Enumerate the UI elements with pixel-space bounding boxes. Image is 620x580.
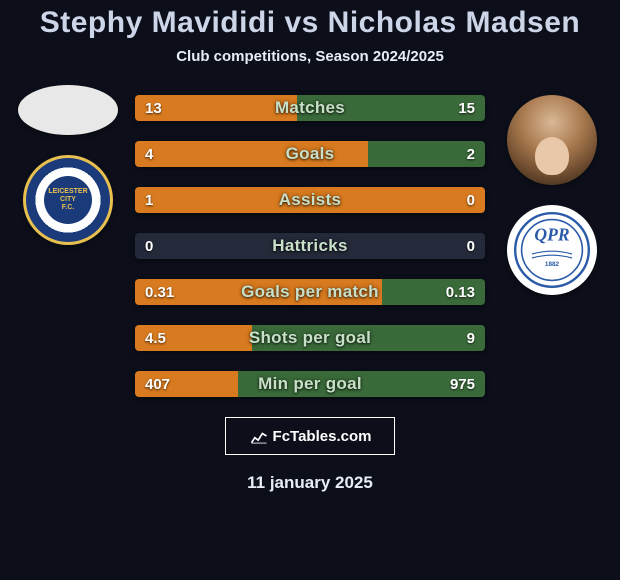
subtitle: Club competitions, Season 2024/2025 bbox=[0, 48, 620, 65]
stat-value-right: 15 bbox=[448, 95, 485, 121]
qpr-icon: QPR 1882 bbox=[512, 210, 592, 290]
stat-value-left: 13 bbox=[135, 95, 172, 121]
stat-row: Matches13 15 bbox=[135, 95, 485, 121]
stat-row: Shots per goal4.5 9 bbox=[135, 325, 485, 351]
stat-value-right: 0.13 bbox=[436, 279, 485, 305]
stat-label: Assists bbox=[135, 187, 485, 213]
stat-label: Hattricks bbox=[135, 233, 485, 259]
stat-value-left: 4 bbox=[135, 141, 163, 167]
stat-value-right: 9 bbox=[457, 325, 485, 351]
stat-label: Goals bbox=[135, 141, 485, 167]
stat-bars: Matches1315Goals42Assists10Hattricks00Go… bbox=[135, 95, 485, 397]
stat-value-right: 2 bbox=[457, 141, 485, 167]
stat-label: Matches bbox=[135, 95, 485, 121]
stat-row: Min per goal407 975 bbox=[135, 371, 485, 397]
stat-row: Goals4 2 bbox=[135, 141, 485, 167]
stat-value-right: 975 bbox=[440, 371, 485, 397]
stat-value-left: 0.31 bbox=[135, 279, 184, 305]
stat-row: Goals per match0.31 0.13 bbox=[135, 279, 485, 305]
player-right-column: QPR 1882 bbox=[492, 95, 612, 295]
stat-value-right: 0 bbox=[457, 233, 485, 259]
source-logo-text: FcTables.com bbox=[273, 428, 372, 445]
stat-value-left: 407 bbox=[135, 371, 180, 397]
stat-value-left: 1 bbox=[135, 187, 163, 213]
club-right-badge: QPR 1882 bbox=[507, 205, 597, 295]
club-left-badge-inner: LEICESTERCITYF.C. bbox=[44, 176, 92, 224]
stat-label: Shots per goal bbox=[135, 325, 485, 351]
stat-value-left: 4.5 bbox=[135, 325, 176, 351]
date-label: 11 january 2025 bbox=[0, 473, 620, 493]
stat-row: Hattricks0 0 bbox=[135, 233, 485, 259]
page-title: Stephy Mavididi vs Nicholas Madsen bbox=[0, 0, 620, 40]
stat-value-left: 0 bbox=[135, 233, 163, 259]
comparison-panel: LEICESTERCITYF.C. QPR 1882 Matches13 15 Go… bbox=[0, 95, 620, 397]
club-left-badge: LEICESTERCITYF.C. bbox=[23, 155, 113, 245]
player-right-avatar bbox=[507, 95, 597, 185]
stat-row: Assists1 0 bbox=[135, 187, 485, 213]
stat-label: Min per goal bbox=[135, 371, 485, 397]
player-left-column: LEICESTERCITYF.C. bbox=[8, 95, 128, 245]
source-logo: FcTables.com bbox=[225, 417, 395, 455]
player-left-avatar bbox=[18, 85, 118, 135]
stat-label: Goals per match bbox=[135, 279, 485, 305]
chart-icon bbox=[249, 426, 269, 446]
stat-value-right: 0 bbox=[457, 187, 485, 213]
svg-text:QPR: QPR bbox=[534, 224, 569, 244]
svg-text:1882: 1882 bbox=[545, 261, 560, 268]
